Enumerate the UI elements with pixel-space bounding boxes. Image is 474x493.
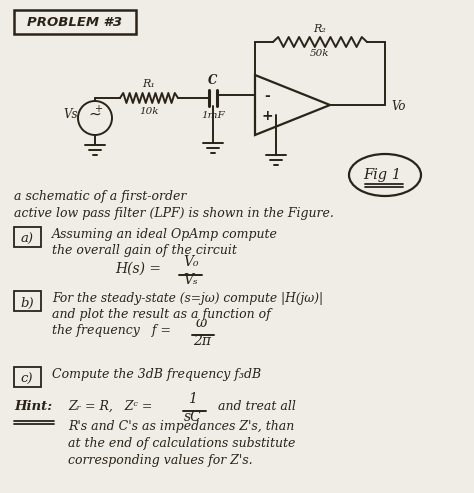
Text: Vs: Vs [64,108,78,121]
Text: 1mF: 1mF [201,110,225,119]
Text: R's and C's as impedances Z's, than: R's and C's as impedances Z's, than [68,420,294,433]
Text: C: C [208,73,218,86]
Text: the frequency   f =: the frequency f = [52,324,171,337]
Text: the overall gain of the circuit: the overall gain of the circuit [52,244,237,257]
Text: Zᵣ = R,   Zᶜ =: Zᵣ = R, Zᶜ = [68,400,152,413]
Text: Vₛ: Vₛ [183,273,198,287]
Text: 1: 1 [188,392,197,406]
Text: V₀: V₀ [183,255,199,269]
Text: a schematic of a first-order: a schematic of a first-order [14,190,186,203]
Text: Vo: Vo [391,100,405,112]
Bar [14,291,41,311]
Text: H(s) =: H(s) = [115,262,161,276]
Text: b): b) [20,296,34,310]
Text: at the end of calculations substitute: at the end of calculations substitute [68,437,295,450]
Text: Assuming an ideal OpAmp compute: Assuming an ideal OpAmp compute [52,228,278,241]
Text: ~: ~ [89,106,101,121]
Text: 2π: 2π [193,334,211,348]
Text: sC: sC [184,410,202,424]
Bar [14,367,41,387]
Text: corresponding values for Z's.: corresponding values for Z's. [68,454,253,467]
Text: a): a) [20,233,34,246]
Bar [14,10,136,34]
Bar [14,227,41,247]
Text: R₁: R₁ [143,79,155,89]
Text: active low pass filter (LPF) is shown in the Figure.: active low pass filter (LPF) is shown in… [14,207,334,220]
Text: c): c) [21,373,33,386]
Text: Fig 1: Fig 1 [363,168,401,182]
Text: Hint:: Hint: [14,400,52,413]
Text: For the steady-state (s=jω) compute |H(jω)|: For the steady-state (s=jω) compute |H(j… [52,292,323,305]
Text: Compute the 3dB frequency f₃dB: Compute the 3dB frequency f₃dB [52,368,261,381]
Text: -: - [264,89,270,103]
Text: R₂: R₂ [314,24,327,34]
Text: +: + [261,109,273,123]
Text: and treat all: and treat all [210,400,296,413]
Text: ω: ω [196,316,207,330]
Text: 50k: 50k [310,48,330,58]
Text: 10k: 10k [139,106,159,115]
Text: +: + [94,104,102,114]
Text: PROBLEM #3: PROBLEM #3 [27,16,123,30]
Text: and plot the result as a function of: and plot the result as a function of [52,308,271,321]
